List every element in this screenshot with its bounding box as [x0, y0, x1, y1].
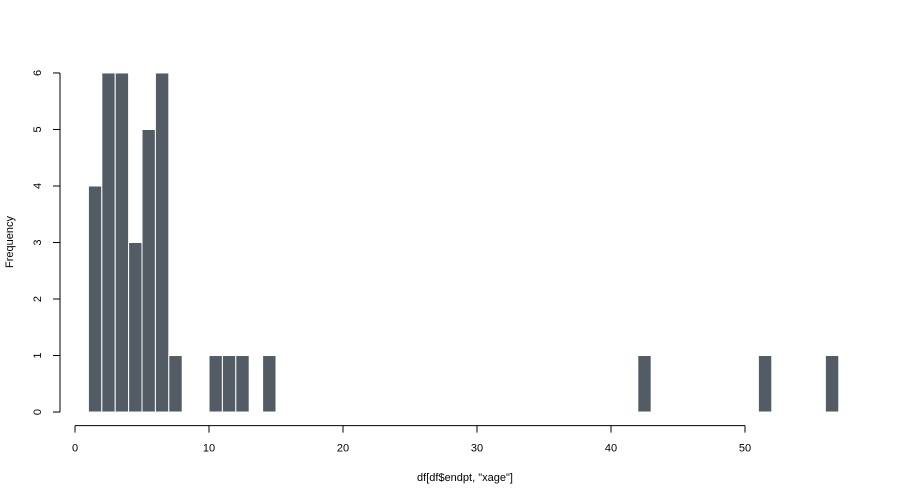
x-tick-label: 40 [605, 443, 617, 455]
bar [221, 355, 237, 413]
bar [208, 355, 223, 413]
y-tick-label: 0 [32, 409, 44, 415]
bar [637, 355, 652, 413]
bar [128, 242, 143, 413]
x-tick-label: 50 [739, 443, 751, 455]
x-tick-label: 30 [471, 443, 483, 455]
y-tick-label: 1 [32, 352, 44, 358]
y-axis-label: Frequency [4, 216, 16, 268]
y-tick-label: 5 [32, 126, 44, 132]
bar [235, 355, 250, 413]
y-tick-label: 3 [32, 239, 44, 245]
y-tick-label: 2 [32, 296, 44, 302]
bar [154, 72, 170, 413]
y-tick-label: 6 [32, 70, 44, 76]
x-tick-label: 20 [337, 443, 349, 455]
bar [101, 72, 116, 413]
bar [262, 355, 277, 413]
x-tick-label: 10 [203, 443, 215, 455]
bar [757, 355, 773, 413]
x-tick-label: 0 [72, 443, 78, 455]
x-axis-label: df[df$endpt, "xage"] [417, 472, 513, 484]
bar [141, 128, 156, 413]
bar [824, 355, 840, 413]
bar [114, 72, 130, 413]
bar [87, 185, 103, 413]
y-tick-label: 4 [32, 183, 44, 189]
bar [168, 355, 183, 413]
